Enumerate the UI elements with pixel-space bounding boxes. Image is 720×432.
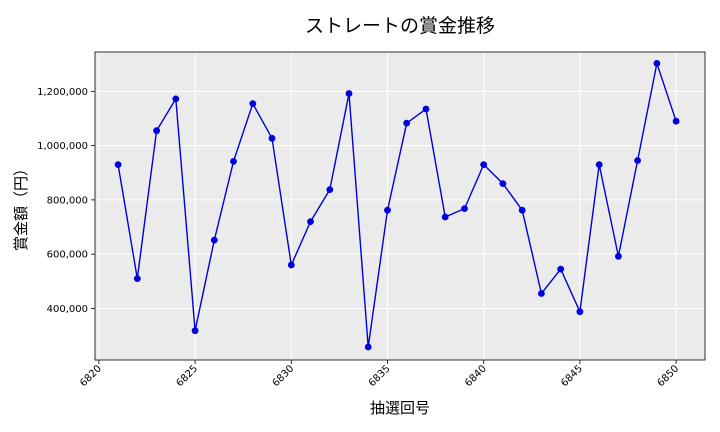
x-tick-label: 6835 — [367, 363, 393, 389]
y-axis-title: 賞金額（円） — [12, 161, 30, 251]
grid-layer — [95, 52, 705, 360]
x-tick-label: 6850 — [655, 363, 681, 389]
x-tick-label: 6820 — [78, 363, 104, 389]
chart-title: ストレートの賞金推移 — [305, 15, 495, 37]
y-tick-label: 1,200,000 — [37, 87, 88, 98]
data-point — [403, 119, 411, 127]
data-point — [538, 290, 545, 297]
data-point — [422, 105, 430, 113]
data-point — [595, 161, 603, 169]
data-point — [480, 161, 488, 169]
data-point — [499, 180, 507, 188]
data-point — [672, 117, 680, 125]
data-point — [249, 100, 257, 107]
data-point — [518, 206, 526, 214]
data-point — [191, 327, 199, 335]
data-point — [287, 261, 295, 269]
y-tick-label: 600,000 — [47, 250, 88, 261]
data-point — [307, 218, 314, 226]
plot-background — [95, 52, 705, 360]
data-point — [133, 275, 141, 282]
data-point — [172, 95, 180, 103]
series-line — [117, 60, 677, 348]
data-point — [326, 186, 334, 194]
x-tick-label: 6845 — [559, 363, 585, 389]
data-point — [384, 206, 391, 214]
data-point — [576, 308, 584, 316]
x-tick-label: 6830 — [271, 363, 297, 389]
data-point — [153, 127, 161, 135]
x-tick-label: 6825 — [174, 363, 200, 389]
data-point — [364, 343, 372, 351]
y-tick-label: 1,000,000 — [37, 141, 88, 152]
y-tick-label: 400,000 — [47, 304, 88, 315]
data-point — [441, 213, 449, 221]
data-point — [230, 158, 237, 165]
series-layer — [114, 60, 680, 351]
data-point — [653, 60, 661, 67]
data-point — [557, 265, 565, 273]
plot-frame — [94, 51, 706, 361]
data-point — [461, 205, 468, 213]
data-point — [634, 157, 641, 164]
x-tick-label: 6840 — [463, 363, 489, 389]
data-point — [210, 236, 218, 244]
data-point — [615, 252, 622, 260]
data-point — [345, 90, 353, 97]
data-point — [114, 161, 122, 169]
y-tick-label: 800,000 — [47, 195, 88, 206]
data-point — [268, 134, 276, 142]
x-axis-title: 抽選回号 — [370, 399, 430, 417]
